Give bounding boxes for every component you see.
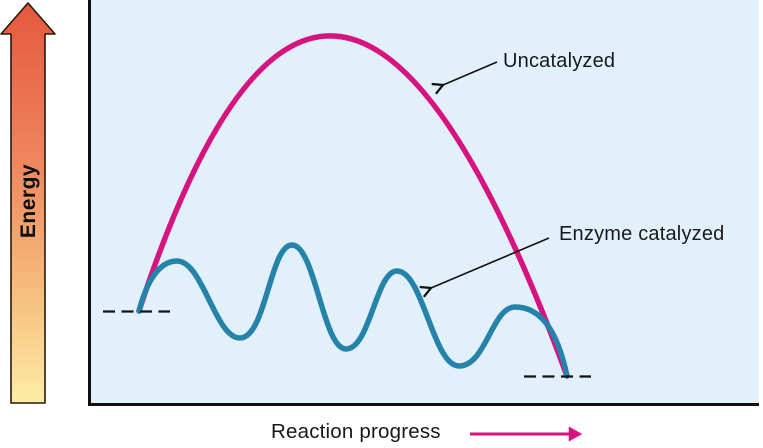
uncatalyzed-label: Uncatalyzed	[503, 50, 616, 72]
energy-axis-arrow: Energy	[0, 2, 56, 404]
uncatalyzed-curve	[136, 33, 570, 379]
enzyme-catalyzed-curve	[136, 242, 570, 379]
plot-area	[91, 0, 759, 403]
energy-arrow-shape	[0, 2, 56, 404]
enzyme-catalyzed-label: Enzyme catalyzed	[559, 223, 725, 245]
x-axis-label: Reaction progress	[271, 420, 441, 443]
uncatalyzed-annotation-arrow	[431, 61, 498, 95]
axis-lines	[88, 0, 759, 406]
energy-axis-label: Energy	[17, 164, 40, 238]
enzyme-annotation-arrow	[419, 237, 550, 298]
